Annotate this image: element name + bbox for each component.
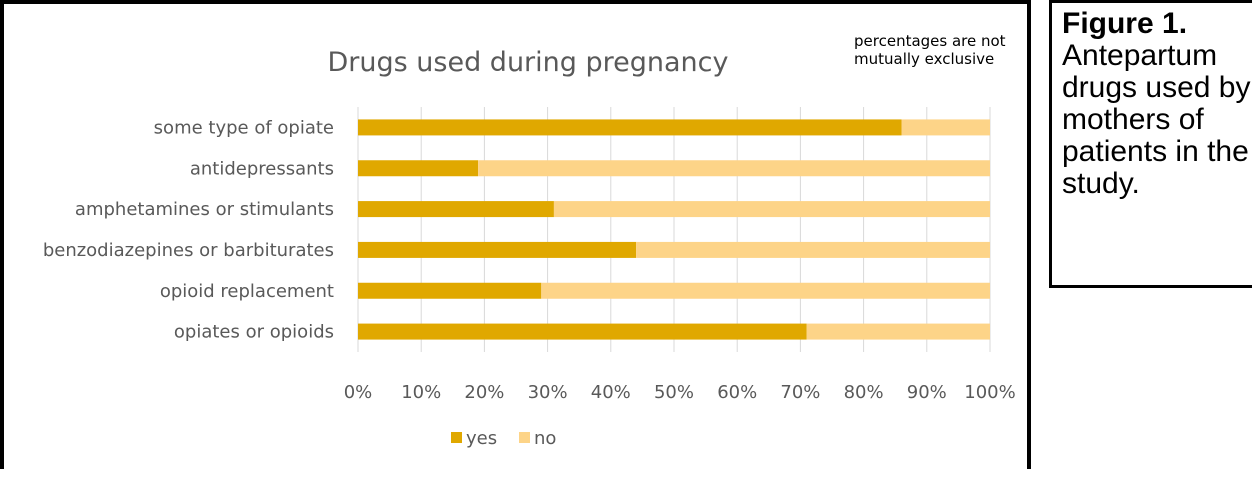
category-label: opiates or opioids xyxy=(174,322,334,343)
chart-title: Drugs used during pregnancy xyxy=(328,47,729,78)
bar-yes xyxy=(358,241,637,258)
category-label: benzodiazepines or barbiturates xyxy=(43,240,334,261)
caption-frame: Figure 1. Antepartum drugs used by mothe… xyxy=(1049,0,1252,288)
figure-caption: Figure 1. Antepartum drugs used by mothe… xyxy=(1062,8,1252,200)
chart-frame: some type of opiate antidepressants amphet… xyxy=(0,0,1031,469)
x-tick-label: 10% xyxy=(401,382,441,403)
bar-chart: some type of opiate antidepressants amphet… xyxy=(43,32,1016,449)
bar-no xyxy=(541,282,990,299)
caption-body: Antepartum drugs used by mothers of pati… xyxy=(1062,39,1251,200)
bar-no xyxy=(478,160,990,177)
x-tick-label: 50% xyxy=(654,382,694,403)
category-label: some type of opiate xyxy=(154,117,334,138)
bar-yes xyxy=(358,160,479,177)
caption-label: Figure 1. xyxy=(1062,7,1188,40)
x-tick-label: 40% xyxy=(591,382,631,403)
bar-no xyxy=(636,241,990,258)
legend-label-yes: yes xyxy=(466,428,497,449)
legend-label-no: no xyxy=(534,428,556,449)
x-tick-label: 0% xyxy=(344,382,373,403)
chart-annotation: percentages are not mutually exclusive xyxy=(854,32,1006,68)
category-label: opioid replacement xyxy=(160,281,334,302)
x-tick-label: 100% xyxy=(964,382,1015,403)
legend-swatch-no xyxy=(519,432,530,443)
x-tick-label: 90% xyxy=(907,382,947,403)
bar-yes xyxy=(358,201,554,218)
legend: yes no xyxy=(451,428,556,449)
x-tick-label: 30% xyxy=(528,382,568,403)
legend-swatch-yes xyxy=(451,432,462,443)
bar-yes xyxy=(358,119,902,136)
bar-no xyxy=(901,119,990,136)
category-label: antidepressants xyxy=(190,158,334,179)
bar-no xyxy=(553,201,990,218)
bar-yes xyxy=(358,323,807,340)
category-label: amphetamines or stimulants xyxy=(75,199,334,220)
x-tick-label: 80% xyxy=(844,382,884,403)
x-tick-label: 20% xyxy=(464,382,504,403)
x-tick-label: 60% xyxy=(717,382,757,403)
x-tick-label: 70% xyxy=(780,382,820,403)
bar-yes xyxy=(358,282,542,299)
bar-no xyxy=(806,323,990,340)
